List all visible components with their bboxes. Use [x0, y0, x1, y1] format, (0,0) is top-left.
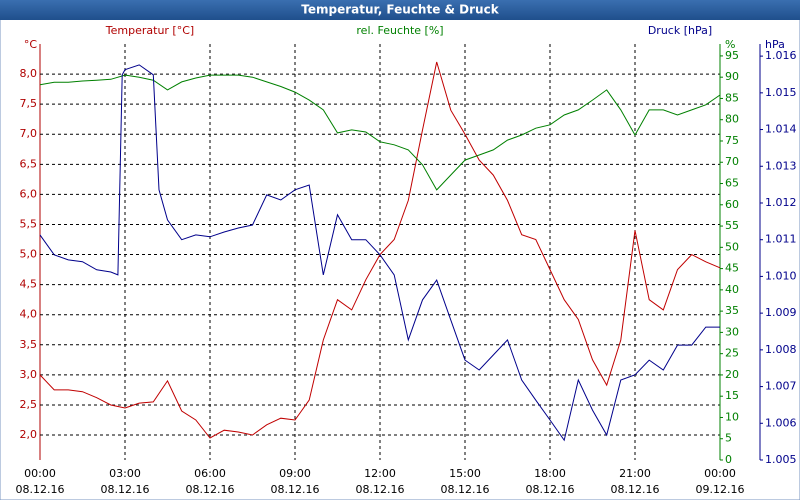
x-tick-date: 08.12.16 — [441, 483, 490, 496]
y-tick-label: 6,0 — [20, 187, 38, 200]
x-tick-label: 03:00 — [109, 467, 141, 480]
y-tick-label: 1.006 — [765, 416, 797, 429]
y-tick-label: 25 — [725, 347, 739, 360]
y-tick-label: 1.011 — [765, 233, 797, 246]
y-tick-label: 5,0 — [20, 248, 38, 261]
y-tick-label: 80 — [725, 113, 739, 126]
x-tick-label: 21:00 — [619, 467, 651, 480]
axis-unit: hPa — [765, 38, 785, 51]
x-tick-date: 08.12.16 — [526, 483, 575, 496]
y-tick-label: 60 — [725, 198, 739, 211]
y-tick-label: 95 — [725, 49, 739, 62]
y-tick-label: 8,0 — [20, 67, 38, 80]
y-tick-label: 70 — [725, 155, 739, 168]
y-tick-label: 7,0 — [20, 127, 38, 140]
title-bar — [0, 0, 800, 20]
y-tick-label: 5 — [725, 432, 732, 445]
axis-label: rel. Feuchte [%] — [356, 24, 443, 37]
axis-label: Druck [hPa] — [648, 24, 712, 37]
y-tick-label: 20 — [725, 368, 739, 381]
axis-label: Temperatur [°C] — [105, 24, 194, 37]
y-tick-label: 30 — [725, 325, 739, 338]
y-tick-label: 1.010 — [765, 269, 797, 282]
axis-unit: % — [725, 38, 735, 51]
y-tick-label: 4,0 — [20, 308, 38, 321]
y-tick-label: 55 — [725, 219, 739, 232]
x-tick-date: 08.12.16 — [356, 483, 405, 496]
y-tick-label: 40 — [725, 283, 739, 296]
y-tick-label: 3,5 — [20, 338, 38, 351]
y-tick-label: 85 — [725, 91, 739, 104]
y-tick-label: 65 — [725, 177, 739, 190]
x-tick-label: 00:00 — [24, 467, 56, 480]
x-tick-label: 09:00 — [279, 467, 311, 480]
y-tick-label: 1.012 — [765, 196, 797, 209]
x-tick-date: 08.12.16 — [271, 483, 320, 496]
x-tick-label: 15:00 — [449, 467, 481, 480]
chart-title: Temperatur, Feuchte & Druck — [301, 3, 499, 17]
y-tick-label: 10 — [725, 410, 739, 423]
x-tick-date: 08.12.16 — [186, 483, 235, 496]
y-tick-label: 3,0 — [20, 368, 38, 381]
y-tick-label: 15 — [725, 389, 739, 402]
y-tick-label: 1.014 — [765, 123, 797, 136]
y-tick-label: 0 — [725, 453, 732, 466]
y-tick-label: 1.005 — [765, 453, 797, 466]
y-tick-label: 1.008 — [765, 343, 797, 356]
x-tick-date: 09.12.16 — [696, 483, 745, 496]
y-tick-label: 1.009 — [765, 306, 797, 319]
y-tick-label: 50 — [725, 240, 739, 253]
x-tick-label: 00:00 — [704, 467, 736, 480]
y-tick-label: 75 — [725, 134, 739, 147]
y-tick-label: 2,5 — [20, 398, 38, 411]
y-tick-label: 1.007 — [765, 380, 797, 393]
y-tick-label: 35 — [725, 304, 739, 317]
y-tick-label: 1.016 — [765, 49, 797, 62]
y-tick-label: 45 — [725, 262, 739, 275]
y-tick-label: 1.015 — [765, 86, 797, 99]
x-tick-date: 08.12.16 — [16, 483, 65, 496]
y-tick-label: 4,5 — [20, 278, 38, 291]
y-tick-label: 5,5 — [20, 217, 38, 230]
x-tick-label: 18:00 — [534, 467, 566, 480]
x-tick-label: 12:00 — [364, 467, 396, 480]
y-tick-label: 90 — [725, 70, 739, 83]
y-tick-label: 6,5 — [20, 157, 38, 170]
series-line — [39, 64, 720, 442]
x-tick-label: 06:00 — [194, 467, 226, 480]
y-tick-label: 2,0 — [20, 428, 38, 441]
x-tick-date: 08.12.16 — [101, 483, 150, 496]
x-tick-date: 08.12.16 — [611, 483, 660, 496]
y-tick-label: 7,5 — [20, 97, 38, 110]
axis-unit: °C — [24, 38, 38, 51]
y-tick-label: 1.013 — [765, 159, 797, 172]
